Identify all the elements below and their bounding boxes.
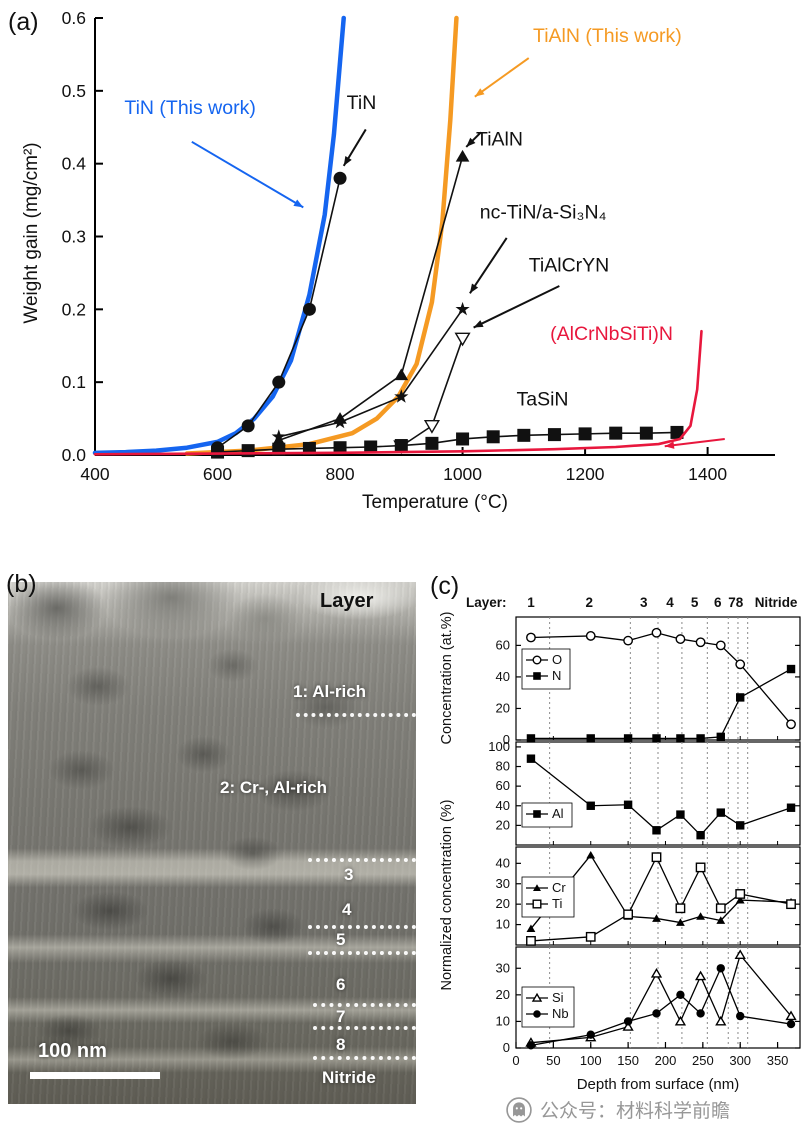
- chart-c-xlabel: Depth from surface (nm): [576, 1076, 740, 1093]
- svg-text:40: 40: [496, 798, 510, 813]
- svg-text:10: 10: [496, 1013, 510, 1028]
- svg-text:Ti: Ti: [552, 896, 562, 911]
- svg-text:40: 40: [496, 669, 510, 684]
- tem-layer7-label: 7: [336, 1007, 346, 1026]
- oxidation-resistance-chart: 400 600 800 1000 1200 1400 0.0 0.1 0.2 0.3 0.4 0.5 0…: [62, 8, 775, 484]
- layer-boundary-line: [313, 1026, 416, 1030]
- svg-text:Al: Al: [552, 806, 564, 821]
- svg-text:2: 2: [585, 595, 593, 610]
- scale-bar-label: 100 nm: [38, 1040, 107, 1062]
- svg-text:TiAlCrYN: TiAlCrYN: [529, 254, 610, 276]
- svg-text:250: 250: [692, 1053, 714, 1068]
- svg-text:10: 10: [496, 917, 510, 932]
- svg-text:20: 20: [496, 700, 510, 715]
- svg-text:Layer:: Layer:: [466, 595, 507, 610]
- svg-text:Nb: Nb: [552, 1006, 569, 1021]
- svg-text:20: 20: [496, 987, 510, 1002]
- svg-text:0.4: 0.4: [62, 154, 87, 174]
- svg-text:20: 20: [496, 817, 510, 832]
- svg-text:0.5: 0.5: [62, 81, 86, 101]
- tem-layer4-label: 4: [342, 900, 352, 919]
- svg-text:TiAlN (This work): TiAlN (This work): [533, 25, 682, 47]
- depth-profile-chart: Layer: 1 2 3 4 5 6 78 Nitride0204060ON2040608010…: [466, 595, 801, 1068]
- svg-text:(AlCrNbSiTi)N: (AlCrNbSiTi)N: [550, 323, 673, 345]
- svg-text:TiN: TiN: [347, 92, 377, 114]
- svg-text:400: 400: [80, 464, 109, 484]
- svg-text:80: 80: [496, 759, 510, 774]
- tem-layer8-label: 8: [336, 1035, 346, 1054]
- svg-text:5: 5: [691, 595, 699, 610]
- svg-text:1: 1: [527, 595, 535, 610]
- tem-layer6-label: 6: [336, 975, 346, 994]
- layer-boundary-line: [296, 713, 416, 717]
- svg-text:350: 350: [767, 1053, 789, 1068]
- tem-layer2-label: 2: Cr-, Al-rich: [220, 778, 328, 797]
- svg-text:1000: 1000: [443, 464, 482, 484]
- svg-text:20: 20: [496, 896, 510, 911]
- svg-text:0.3: 0.3: [62, 227, 86, 247]
- svg-text:100: 100: [488, 739, 510, 754]
- svg-text:nc-TiN/a-Si₃N₄: nc-TiN/a-Si₃N₄: [480, 201, 607, 223]
- svg-text:0.6: 0.6: [62, 8, 86, 28]
- svg-text:N: N: [552, 668, 561, 683]
- chart-c-ylabel-top: Concentration (at.%): [439, 611, 455, 745]
- tem-layer3-label: 3: [344, 865, 354, 884]
- svg-text:78: 78: [728, 595, 744, 610]
- layer-boundary-line: [308, 951, 416, 955]
- tem-layer1-label: 1: Al-rich: [293, 682, 367, 701]
- svg-text:30: 30: [496, 960, 510, 975]
- chart-a-xlabel: Temperature (°C): [362, 492, 508, 513]
- ghost-icon: [506, 1096, 532, 1123]
- svg-text:0: 0: [503, 732, 510, 747]
- svg-text:0.1: 0.1: [62, 372, 86, 392]
- svg-text:600: 600: [203, 464, 232, 484]
- svg-text:300: 300: [729, 1053, 751, 1068]
- svg-text:TiAlN: TiAlN: [476, 128, 523, 150]
- svg-text:1400: 1400: [688, 464, 727, 484]
- layer-boundary-line: [308, 858, 416, 862]
- svg-text:60: 60: [496, 778, 510, 793]
- layer-boundary-line: [313, 1056, 416, 1060]
- layer-boundary-line: [308, 925, 416, 929]
- svg-text:4: 4: [666, 595, 674, 610]
- watermark-text: 公众号：材料科学前瞻: [540, 1101, 731, 1122]
- svg-text:3: 3: [640, 595, 648, 610]
- scale-bar: [30, 1072, 160, 1079]
- svg-text:1200: 1200: [566, 464, 605, 484]
- svg-text:200: 200: [655, 1053, 677, 1068]
- svg-text:Cr: Cr: [552, 880, 566, 895]
- svg-text:0: 0: [512, 1053, 519, 1068]
- tem-image: Layer 1: Al-rich 2: Cr-, Al-rich 3 4 5 6…: [8, 582, 416, 1104]
- svg-text:150: 150: [617, 1053, 639, 1068]
- svg-text:40: 40: [496, 855, 510, 870]
- panel-c-label: (c): [430, 572, 460, 600]
- tem-layer5-label: 5: [336, 930, 346, 949]
- panel-a-label: (a): [8, 8, 39, 36]
- svg-text:0: 0: [503, 1040, 510, 1055]
- chart-c-ylabel-bottom: Normalized concentration (%): [439, 799, 455, 991]
- svg-text:6: 6: [714, 595, 722, 610]
- svg-text:Nitride: Nitride: [755, 595, 798, 610]
- svg-text:800: 800: [325, 464, 354, 484]
- tem-layer-heading: Layer: [320, 590, 374, 612]
- chart-a-ylabel: Weight gain (mg/cm²): [21, 142, 42, 324]
- svg-text:Si: Si: [552, 990, 564, 1005]
- tem-nitride-label: Nitride: [322, 1068, 376, 1087]
- watermark: 公众号：材料科学前瞻: [506, 1096, 730, 1123]
- svg-text:TiN (This work): TiN (This work): [124, 97, 255, 119]
- svg-text:30: 30: [496, 876, 510, 891]
- svg-text:TaSiN: TaSiN: [516, 388, 568, 410]
- svg-text:60: 60: [496, 637, 510, 652]
- layer-boundary-line: [313, 1003, 416, 1007]
- svg-text:O: O: [552, 652, 562, 667]
- svg-text:0.0: 0.0: [62, 445, 87, 465]
- panel-b-label: (b): [6, 570, 37, 598]
- svg-text:100: 100: [580, 1053, 602, 1068]
- svg-text:0.2: 0.2: [62, 299, 86, 319]
- svg-text:50: 50: [546, 1053, 560, 1068]
